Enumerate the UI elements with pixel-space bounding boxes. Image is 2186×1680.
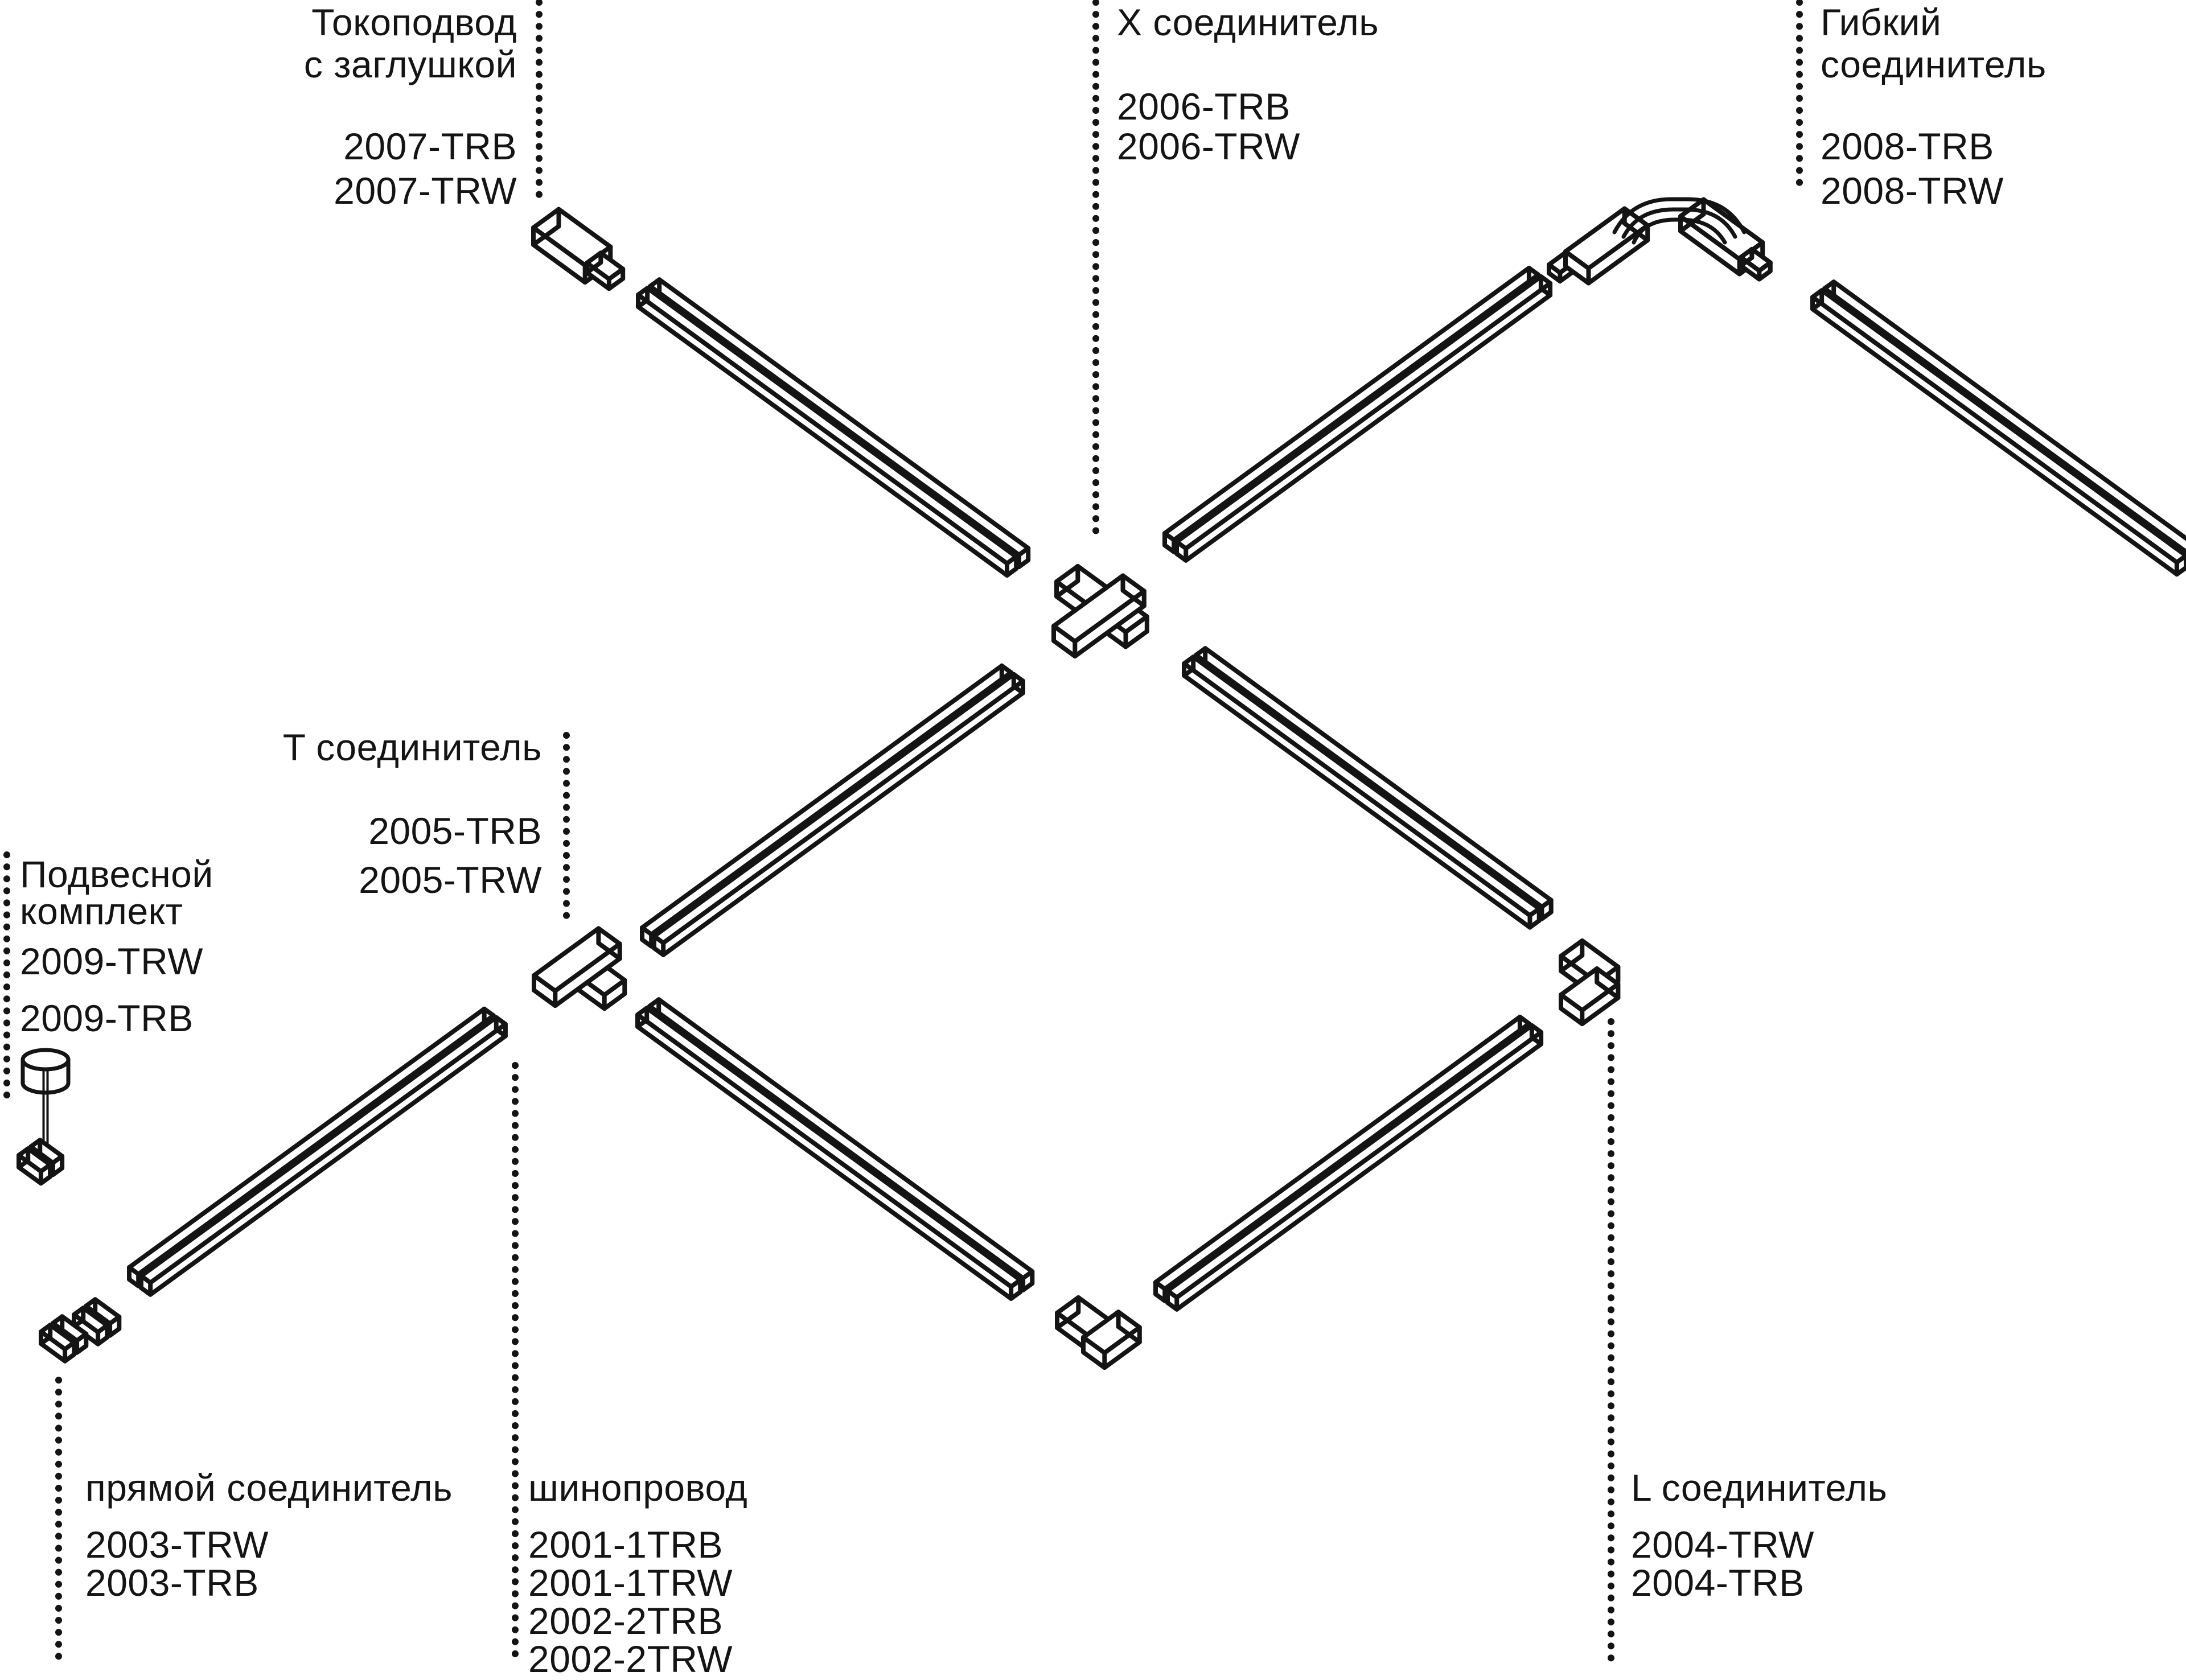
track-rail-drawing [1162, 265, 1553, 563]
label-t-connector-code: 2005-TRB [368, 810, 542, 852]
straight-connector-drawing [39, 1297, 122, 1364]
track-rail-drawing [127, 1006, 508, 1297]
label-pendant-kit-title-line2: комплект [20, 890, 183, 932]
l-connector-drawing [1559, 938, 1621, 1027]
corner-l-connector-drawing [1055, 1295, 1142, 1370]
label-l-connector-title: L соединитель [1631, 1467, 1888, 1509]
track-rail-drawing [1153, 1014, 1544, 1312]
label-x-connector-code: 2006-TRB [1117, 85, 1291, 127]
label-t-connector-title: T соединитель [282, 726, 542, 768]
label-t-connector-code: 2005-TRW [359, 859, 542, 901]
label-power-feed-title-line2: с заглушкой [303, 43, 517, 85]
label-power-feed-code: 2007-TRB [343, 125, 517, 167]
label-power-feed-title-line1: Токоподвод [311, 1, 517, 43]
pendant-kit-drawing [17, 1048, 71, 1186]
label-straight-connector-title: прямой соединитель [85, 1467, 453, 1509]
t-connector-drawing [532, 926, 627, 1011]
label-track-code: 2002-2TRB [528, 1600, 724, 1642]
label-pendant-kit-code: 2009-TRB [20, 997, 194, 1039]
label-x-connector-title: X соединитель [1117, 1, 1379, 43]
label-pendant-kit-code: 2009-TRW [20, 940, 203, 982]
label-x-connector-code: 2006-TRW [1117, 125, 1300, 167]
label-pendant-kit-title-line1: Подвесной [20, 853, 213, 895]
power-feed-drawing [531, 207, 626, 291]
label-straight-connector-code: 2003-TRW [85, 1523, 269, 1566]
track-rail-drawing [636, 277, 1031, 578]
flex-connector-drawing [1547, 197, 1773, 286]
label-power-feed-code: 2007-TRW [334, 170, 517, 212]
label-l-connector-code: 2004-TRB [1631, 1562, 1805, 1604]
label-flex-connector-code: 2008-TRB [1821, 125, 1994, 167]
label-track-code: 2001-1TRW [528, 1562, 733, 1604]
leader-lines [3, 0, 1803, 1662]
label-flex-connector-code: 2008-TRW [1821, 170, 2004, 212]
track-rail-drawing [1182, 646, 1554, 930]
track-rail-drawing [640, 663, 1025, 957]
label-l-connector-code: 2004-TRW [1631, 1523, 1814, 1566]
track-rail-drawing [635, 997, 1035, 1301]
label-flex-connector-title-line1: Гибкий [1821, 1, 1942, 43]
label-track-title: шинопровод [528, 1467, 748, 1509]
label-track-code: 2002-2TRW [528, 1638, 733, 1680]
track-rail-drawing [1810, 279, 2186, 577]
label-straight-connector-code: 2003-TRB [85, 1562, 259, 1604]
label-track-code: 2001-1TRB [528, 1523, 724, 1566]
label-flex-connector-title-line2: соединитель [1821, 43, 2047, 85]
x-connector-drawing [1051, 563, 1149, 659]
